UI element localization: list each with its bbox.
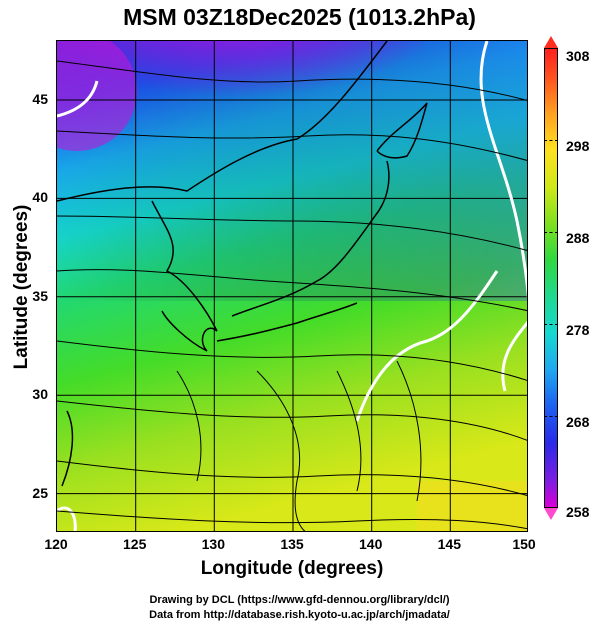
colorbar-bottom-cap [544,508,558,520]
map-svg [57,41,527,531]
map-title: MSM 03Z18Dec2025 (1013.2hPa) [123,4,476,30]
y-tick-label: 30 [32,386,48,403]
x-tick-label: 130 [201,536,225,552]
y-tick-label: 45 [32,91,48,107]
x-tick-label: 140 [359,536,383,552]
y-tick-label: 25 [32,484,48,501]
temperature-contours [57,41,527,531]
y-axis-label: Latitude (degrees) [11,204,32,370]
colorbar-label: 258 [566,504,590,520]
x-tick-label: 120 [44,536,68,552]
colorbar-label: 298 [566,138,590,154]
colorbar-label: 288 [566,230,590,246]
y-tick-label: 40 [32,189,48,206]
colorbar-label: 268 [566,414,590,430]
colorbar-label: 278 [566,322,590,338]
map-plot-area [56,40,528,532]
colorbar-label: 308 [566,48,590,64]
footer-credit-data: Data from http://database.rish.kyoto-u.a… [149,609,450,621]
footer-credit-drawing: Drawing by DCL (https://www.gfd-dennou.o… [149,594,450,606]
colorbar-top-cap [544,36,558,48]
wind-streamlines [57,60,527,531]
cold-air-region [57,41,427,151]
x-tick-label: 150 [512,536,536,552]
x-axis-label: Longitude (degrees) [200,558,384,579]
coastlines [57,41,428,487]
x-tick-label: 145 [437,536,461,552]
x-tick-label: 125 [123,536,147,552]
colorbar [544,48,558,508]
y-tick-label: 35 [32,287,48,304]
x-tick-label: 135 [280,536,304,552]
